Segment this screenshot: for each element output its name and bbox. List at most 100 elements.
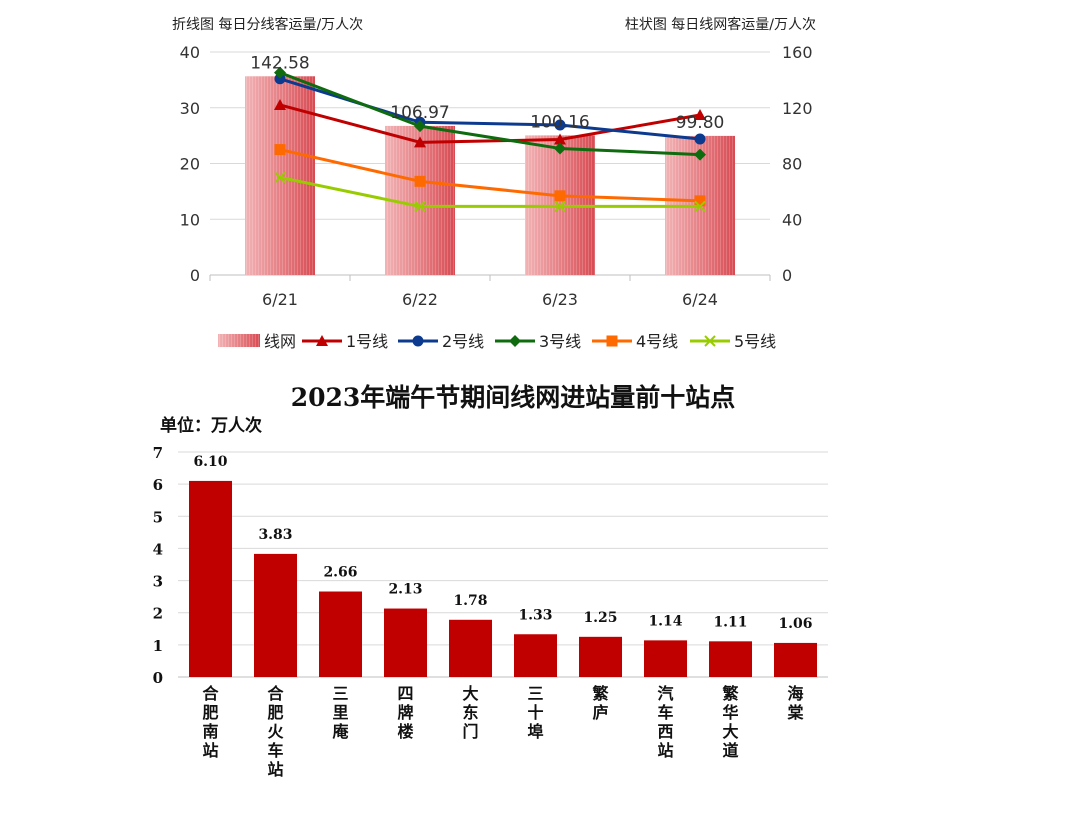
x-category-char: 海 <box>787 684 803 703</box>
series-point <box>694 195 706 207</box>
x-category-char: 南 <box>202 722 218 741</box>
line-series-group <box>274 171 706 213</box>
x-category-char: 楼 <box>397 722 413 741</box>
top-legend: 线网 1号线 2号线 3号线 4号线 5号线 <box>218 332 776 351</box>
series-point <box>694 148 706 161</box>
series-line <box>279 71 701 157</box>
top-labels: 142.58 106.97 100.16 99.80 <box>250 53 724 133</box>
series-point <box>274 171 286 184</box>
station-bar <box>384 608 427 677</box>
x-category-char: 合 <box>267 684 284 703</box>
legend-label: 线网 <box>264 332 296 351</box>
bar-data-label: 2.66 <box>323 565 357 581</box>
bar-data-label: 142.58 <box>250 53 309 73</box>
series-point <box>414 200 426 213</box>
line-series-group <box>274 66 706 161</box>
x-category-char: 肥 <box>202 703 218 722</box>
x-category-char: 车 <box>657 703 673 722</box>
y-tick-label: 0 <box>153 669 163 687</box>
bar-data-label: 3.83 <box>258 527 292 543</box>
x-category-char: 大 <box>462 684 478 703</box>
x-category-label: 三十埠 <box>527 684 543 741</box>
x-category-char: 四 <box>397 684 413 703</box>
x-category-char: 道 <box>722 741 738 760</box>
x-category-char: 埠 <box>527 722 543 741</box>
top-axes: 0 10 20 30 40 0 40 80 120 160 6/21 6/22 6/23 6/24 <box>180 43 813 309</box>
bar-data-label: 1.25 <box>583 610 617 626</box>
legend-item: 线网 <box>218 332 296 351</box>
x-category-char: 站 <box>267 760 283 779</box>
legend-item: 2号线 <box>398 332 484 351</box>
series-point <box>694 108 706 120</box>
legend-marker <box>412 335 424 347</box>
line-series-group <box>274 73 706 145</box>
y-tick-label: 2 <box>153 605 163 623</box>
top-bars <box>245 76 735 276</box>
station-bar <box>514 634 557 677</box>
y-tick-label: 1 <box>153 637 163 655</box>
series-point <box>554 190 566 202</box>
legend-label: 3号线 <box>539 332 581 351</box>
station-bar <box>579 636 622 677</box>
x-category-char: 十 <box>527 703 543 722</box>
series-point <box>274 73 286 85</box>
legend-marker <box>316 335 328 346</box>
legend-item: 4号线 <box>592 332 678 351</box>
x-category-char: 繁 <box>591 684 609 703</box>
series-point <box>414 136 426 148</box>
bottom-bar-chart: 2023年端午节期间线网进站量前十站点 单位：万人次 0 1 2 3 4 5 6 7 6.10… <box>153 383 828 779</box>
series-point <box>554 119 566 131</box>
series-line <box>279 175 700 208</box>
y-tick-label: 7 <box>153 444 163 462</box>
legend-item: 1号线 <box>302 332 388 351</box>
y-tick-label: 3 <box>153 573 163 591</box>
station-bar <box>449 619 492 677</box>
top-lines <box>274 66 706 213</box>
series-point <box>694 133 706 145</box>
x-category-char: 牌 <box>397 703 413 722</box>
x-category-char: 繁 <box>721 684 739 703</box>
bottom-bars <box>189 480 817 677</box>
series-point <box>554 133 566 145</box>
station-bar <box>644 640 687 677</box>
chart-title: 2023年端午节期间线网进站量前十站点 <box>291 383 736 412</box>
x-category-label: 海棠 <box>786 684 804 722</box>
bar-data-label: 99.80 <box>676 113 725 133</box>
series-point <box>554 200 566 213</box>
x-category-char: 里 <box>332 703 348 722</box>
x-category-char: 站 <box>657 741 673 760</box>
y-tick-label: 4 <box>153 540 163 558</box>
station-bar <box>319 591 362 677</box>
x-tick-label: 6/24 <box>682 290 718 309</box>
x-tick-label: 6/23 <box>542 290 578 309</box>
series-line <box>279 148 701 203</box>
x-category-label: 三里庵 <box>332 684 349 741</box>
right-tick-label: 120 <box>782 99 813 118</box>
bar-data-label: 1.14 <box>648 613 682 629</box>
legend-label: 4号线 <box>636 332 678 351</box>
y-tick-label: 6 <box>153 476 163 494</box>
left-tick-label: 20 <box>180 155 200 174</box>
left-axis-title: 折线图 每日分线客运量/万人次 <box>172 16 363 33</box>
series-line <box>279 77 701 141</box>
x-category-char: 三 <box>332 684 348 703</box>
bar-data-label: 106.97 <box>390 103 449 123</box>
series-point <box>414 175 426 187</box>
x-category-char: 站 <box>202 741 218 760</box>
bar-data-label: 100.16 <box>530 112 589 132</box>
right-tick-label: 160 <box>782 43 813 62</box>
right-tick-label: 40 <box>782 210 802 229</box>
x-tick-label: 6/21 <box>262 290 298 309</box>
legend-label: 5号线 <box>734 332 776 351</box>
left-tick-label: 30 <box>180 99 200 118</box>
legend-marker <box>509 335 521 347</box>
station-bar <box>254 553 297 677</box>
x-category-label: 大东门 <box>462 684 478 741</box>
x-category-char: 汽 <box>657 684 673 703</box>
x-category-char: 西 <box>657 722 673 741</box>
station-bar <box>709 641 752 677</box>
x-category-label: 合肥火车站 <box>267 684 284 779</box>
x-category-char: 棠 <box>786 703 804 722</box>
series-point <box>274 66 286 79</box>
legend-item: 5号线 <box>690 332 776 351</box>
